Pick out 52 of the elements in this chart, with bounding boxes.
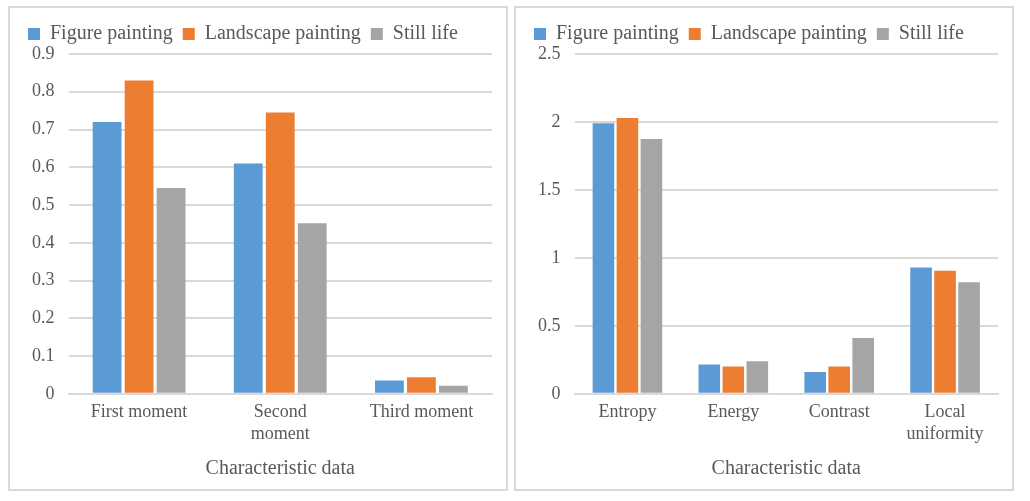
bar	[616, 117, 639, 393]
y-tick-label: 0.3	[32, 269, 55, 290]
y-tick-label: 0	[551, 382, 561, 403]
bar	[934, 270, 956, 393]
legend-label: Figure painting	[50, 21, 173, 45]
y-tick-label: 1	[551, 246, 561, 267]
y-tick-label: 0.5	[538, 314, 561, 335]
y-tick-label: 0.8	[32, 80, 55, 101]
bar	[265, 112, 295, 393]
x-axis-title: Characteristic data	[711, 456, 862, 479]
y-tick-label: 0.4	[32, 231, 55, 252]
x-tick-label: Local uniformity	[906, 401, 984, 443]
bar	[698, 364, 721, 393]
y-tick-label: 0.1	[32, 344, 55, 365]
bar	[640, 138, 663, 393]
bar	[828, 366, 850, 393]
bar	[746, 361, 769, 393]
bar	[958, 282, 980, 393]
y-tick-label: 0.7	[32, 118, 55, 139]
bar	[124, 80, 154, 393]
y-tick-label: 2	[551, 110, 561, 131]
legend-label: Figure painting	[556, 21, 679, 45]
y-tick-label: 1.5	[538, 178, 561, 199]
bar	[439, 385, 468, 393]
y-tick-label: 0.6	[32, 156, 55, 176]
x-tick-label: Contrast	[808, 401, 870, 422]
x-tick-label: Third moment	[369, 401, 474, 422]
x-axis-title: Characteristic data	[205, 456, 356, 479]
legend-label: Landscape painting	[204, 21, 361, 45]
bar	[592, 123, 615, 393]
bar	[375, 380, 404, 393]
x-tick-label: Entropy	[598, 401, 657, 422]
x-tick-label: First moment	[90, 401, 188, 422]
y-tick-label: 0	[45, 382, 55, 403]
bar	[722, 366, 745, 393]
bar	[297, 223, 327, 393]
y-tick-label: 0.2	[32, 307, 55, 328]
bar	[92, 121, 122, 393]
bar	[852, 338, 874, 393]
y-tick-label: 0.5	[32, 193, 55, 214]
y-tick-label: 0.9	[32, 42, 55, 63]
legend-label: Still life	[392, 21, 458, 44]
bar	[156, 188, 186, 393]
x-tick-label: Second moment	[250, 401, 310, 443]
bar	[910, 267, 932, 393]
bar	[233, 163, 263, 393]
legend-label: Landscape painting	[710, 21, 867, 45]
x-tick-label: Energy	[707, 401, 760, 422]
bar	[407, 377, 436, 393]
bar	[804, 372, 826, 393]
legend-label: Still life	[898, 21, 964, 44]
y-tick-label: 2.5	[538, 42, 561, 63]
